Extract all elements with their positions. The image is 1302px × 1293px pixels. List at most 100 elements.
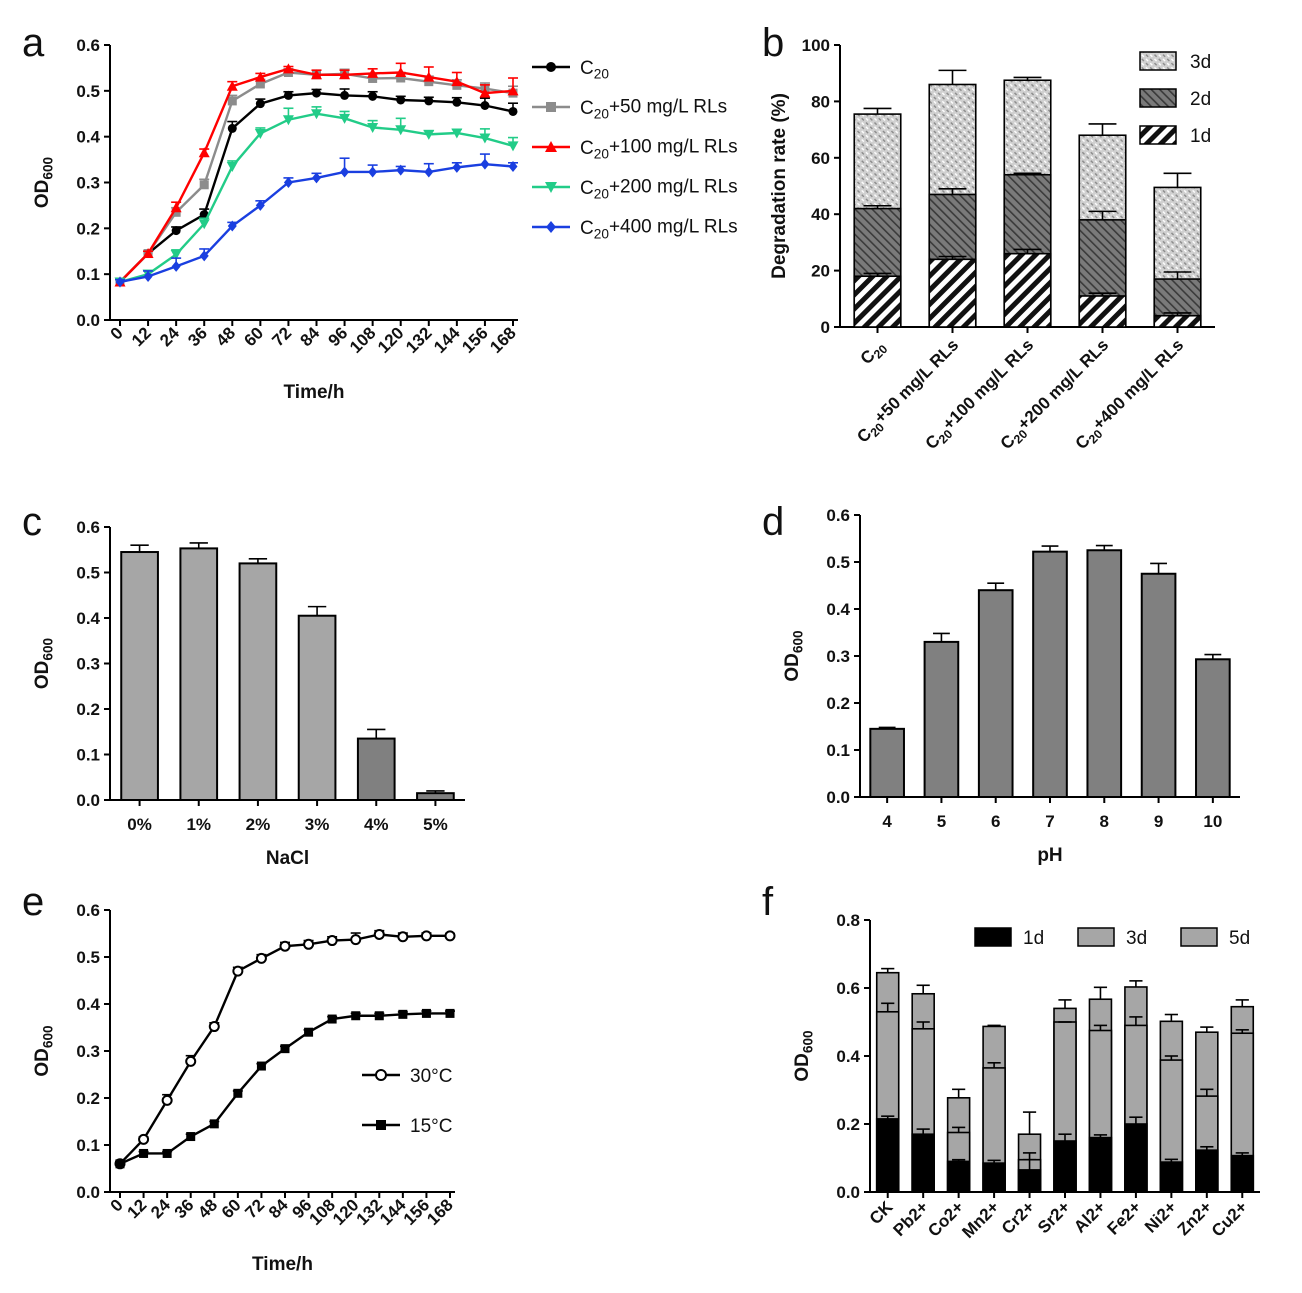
panel-a-data-point bbox=[340, 166, 350, 178]
panel-e-data-point bbox=[256, 1061, 266, 1071]
panel-e-data-point bbox=[373, 928, 385, 940]
panel-b-bar-1d bbox=[928, 258, 977, 328]
panel-c-y-tick-label: 0.6 bbox=[76, 518, 100, 537]
panel-a-data-point bbox=[254, 71, 266, 82]
panel-e-data-point bbox=[304, 1027, 314, 1037]
panel-e-series-1 bbox=[115, 1008, 455, 1169]
panel-a-x-tick-label: 0 bbox=[107, 323, 127, 343]
panel-c-y-tick-label: 0.0 bbox=[76, 791, 100, 810]
panel-e-data-point bbox=[115, 1159, 125, 1169]
panel-a-x-tick-label: 24 bbox=[156, 323, 183, 350]
panel-a-data-point bbox=[282, 63, 294, 74]
panel-a-data-point bbox=[368, 73, 378, 83]
panel-a-growth-curves: a 0.00.10.20.30.40.50.60 12 24 36 48 60 72 84 96… bbox=[22, 21, 738, 403]
panel-d-x-tick-label: 6 bbox=[991, 812, 1000, 831]
panel-f-x-tick-label: Cr2+ bbox=[998, 1197, 1039, 1238]
panel-b-legend-swatch bbox=[1139, 125, 1177, 145]
panel-e-data-point bbox=[374, 1011, 384, 1021]
panel-e-legend-label: 30°C bbox=[410, 1066, 452, 1087]
panel-a-data-point bbox=[479, 133, 491, 144]
panel-a-data-point bbox=[171, 207, 181, 217]
panel-a-data-point bbox=[507, 141, 519, 152]
panel-f-metal-ions: f 0.00.20.40.60.8CKPb2+Co2+Mn2+Cr2+Sr2+A… bbox=[762, 880, 1260, 1242]
panel-c-x-tick-label: 5% bbox=[423, 815, 448, 834]
panel-a-data-point bbox=[396, 164, 406, 176]
panel-e-legend-item: 30°C bbox=[362, 1066, 452, 1087]
panel-a-data-point bbox=[451, 76, 463, 87]
panel-b-legend-swatch bbox=[1139, 88, 1177, 108]
panel-a-data-point bbox=[396, 73, 406, 83]
panel-e-data-point bbox=[280, 1044, 290, 1054]
panel-a-data-point bbox=[170, 249, 182, 260]
panel-e-data-point bbox=[397, 931, 409, 943]
panel-a-y-tick-label: 0.0 bbox=[76, 311, 100, 330]
panel-a-x-tick-label: 108 bbox=[346, 323, 379, 356]
panel-a-legend-marker bbox=[545, 141, 557, 152]
panel-a-data-point bbox=[226, 161, 238, 172]
panel-f-bar-1d bbox=[1124, 1123, 1148, 1193]
panel-a-data-point bbox=[452, 161, 462, 173]
panel-f-bar-1d bbox=[875, 1118, 900, 1193]
panel-b-legend-label: 3d bbox=[1190, 52, 1211, 73]
panel-a-data-point bbox=[508, 106, 518, 116]
panel-a-data-point bbox=[395, 67, 407, 77]
panel-f-x-tick-label: Al2+ bbox=[1070, 1197, 1109, 1236]
panel-e-data-point bbox=[420, 930, 432, 942]
panel-a-data-point bbox=[479, 87, 491, 98]
panel-e-data-point bbox=[233, 1088, 243, 1098]
panel-f-bar-1d bbox=[946, 1160, 971, 1193]
panel-c-y-tick-label: 0.4 bbox=[76, 609, 100, 628]
panel-a-x-tick-label: 72 bbox=[268, 323, 295, 350]
panel-c-y-tick-label: 0.2 bbox=[76, 700, 100, 719]
panel-a-data-point bbox=[227, 123, 237, 133]
panel-a-data-point bbox=[198, 219, 210, 230]
panel-a-data-point bbox=[199, 180, 209, 190]
panel-a-x-tick-label: 156 bbox=[458, 323, 491, 356]
panel-a-data-point bbox=[340, 90, 350, 100]
panel-e-y-tick-label: 0.2 bbox=[76, 1089, 100, 1108]
panel-b-y-axis-title: Degradation rate (%) bbox=[769, 93, 790, 279]
panel-e-data-point bbox=[327, 1014, 337, 1024]
panel-b-y-tick-label: 80 bbox=[811, 92, 830, 111]
panel-a-legend-marker bbox=[546, 221, 556, 233]
panel-a-x-tick-label: 84 bbox=[297, 323, 324, 350]
panel-d-x-axis-title: pH bbox=[1037, 845, 1062, 866]
panel-f-bar-1d bbox=[1159, 1161, 1184, 1193]
panel-a-legend-item: C20+100 mg/L RLs bbox=[532, 136, 738, 161]
panel-f-x-tick-label: Cu2+ bbox=[1208, 1197, 1251, 1240]
panel-e-y-tick-label: 0.3 bbox=[76, 1042, 100, 1061]
panel-a-y-tick-label: 0.2 bbox=[76, 219, 100, 238]
panel-b-legend-label: 2d bbox=[1190, 89, 1211, 110]
panel-d-bar bbox=[1195, 658, 1231, 798]
panel-a-legend-marker bbox=[545, 182, 557, 193]
panel-a-data-point bbox=[395, 125, 407, 136]
panel-e-temperature-growth: e 0.00.10.20.30.40.50.601224364860728496… bbox=[22, 880, 457, 1275]
panel-e-y-tick-label: 0.4 bbox=[76, 995, 100, 1014]
panel-a-legend-marker bbox=[546, 62, 556, 72]
panel-e-data-point bbox=[186, 1132, 196, 1142]
panel-c-x-tick-label: 0% bbox=[127, 815, 152, 834]
panel-f-x-tick-label: Co2+ bbox=[924, 1197, 967, 1240]
panel-d-y-tick-label: 0.0 bbox=[826, 788, 850, 807]
panel-c-y-tick-label: 0.1 bbox=[76, 746, 100, 765]
panel-f-legend-label: 5d bbox=[1229, 928, 1250, 949]
panel-a-x-tick-label: 120 bbox=[374, 323, 407, 356]
panel-a-data-point bbox=[171, 260, 181, 272]
panel-a-data-point bbox=[115, 276, 125, 288]
panel-a-data-point bbox=[170, 202, 182, 213]
panel-b-bar-1d bbox=[1153, 314, 1202, 328]
panel-a-data-point bbox=[508, 160, 518, 172]
panel-e-data-point bbox=[303, 938, 315, 950]
panel-a-data-point bbox=[282, 115, 294, 126]
panel-f-x-tick-label: Zn2+ bbox=[1174, 1197, 1216, 1239]
panel-e-label: e bbox=[22, 880, 44, 924]
panel-a-data-point bbox=[423, 129, 435, 140]
panel-f-bar-1d bbox=[1017, 1169, 1042, 1193]
panel-e-y-tick-label: 0.1 bbox=[76, 1136, 100, 1155]
panel-a-data-point bbox=[255, 99, 265, 109]
panel-a-y-axis-title: OD600 bbox=[32, 156, 55, 208]
panel-b-y-tick-label: 100 bbox=[802, 36, 830, 55]
panel-a-data-point bbox=[227, 220, 237, 232]
panel-d-label: d bbox=[762, 500, 784, 544]
panel-a-series-3 bbox=[114, 106, 519, 288]
